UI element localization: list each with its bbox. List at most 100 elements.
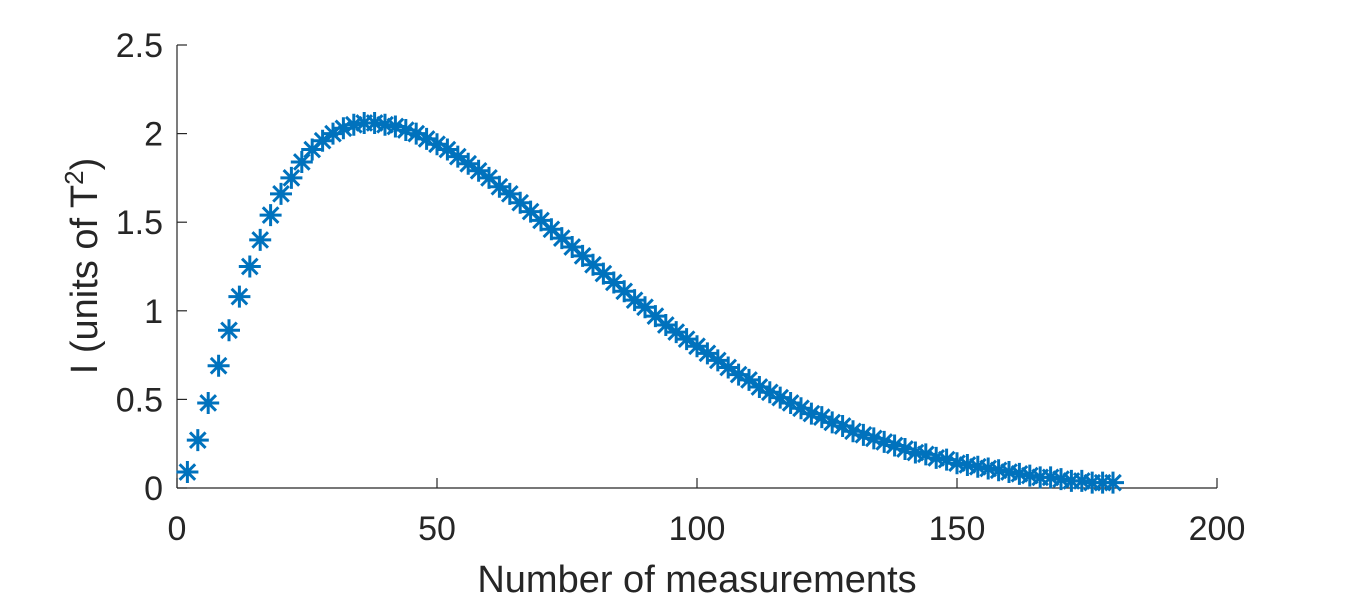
x-tick-label: 0 (168, 510, 187, 548)
x-tick-label: 100 (669, 510, 726, 548)
data-point-marker (654, 313, 677, 336)
data-point-marker (478, 166, 500, 189)
data-point-marker (1018, 464, 1041, 487)
data-point-marker (322, 122, 344, 145)
data-point-marker (634, 296, 656, 319)
y-tick-label: 2.5 (116, 27, 163, 65)
data-point-marker (831, 414, 854, 437)
data-point-marker (686, 335, 708, 358)
data-point-marker (363, 111, 386, 134)
data-point-marker (446, 145, 469, 168)
data-point-marker (727, 363, 750, 386)
data-point-marker (467, 159, 490, 182)
data-point-marker (238, 255, 261, 278)
data-point-marker (862, 427, 885, 450)
data-point-marker (540, 218, 563, 241)
data-point-marker (706, 349, 729, 372)
data-point-marker (384, 115, 407, 138)
data-point-marker (644, 305, 667, 328)
data-point-marker (883, 434, 906, 457)
data-point-marker (280, 166, 303, 189)
y-tick-label: 2 (144, 116, 163, 154)
data-point-marker (977, 457, 1000, 480)
data-point-marker (665, 321, 688, 344)
data-point-marker (696, 342, 719, 365)
data-point-marker (176, 461, 199, 484)
data-point-marker (1102, 471, 1124, 494)
data-point-marker (956, 453, 979, 476)
data-point-marker (675, 328, 698, 351)
data-point-marker (405, 122, 428, 145)
y-tick-label: 0 (144, 470, 163, 508)
data-point-marker (571, 244, 594, 267)
data-point-marker (582, 253, 604, 276)
data-point-marker (842, 420, 864, 443)
data-point-marker (394, 119, 417, 142)
x-tick-label: 50 (418, 510, 456, 548)
data-point-marker (1050, 468, 1072, 491)
y-axis-title: I (units of T2) (59, 158, 106, 375)
data-point-marker (498, 182, 521, 205)
y-axis-title-superscript: 2 (59, 170, 89, 184)
ticks-layer: 0 50 100 150 200 0 0.5 1 1.5 2 2.5 (116, 27, 1246, 548)
data-point-marker (186, 429, 209, 452)
data-point-marker (415, 127, 438, 150)
data-point-marker (218, 319, 240, 342)
data-point-marker (592, 262, 615, 285)
data-point-marker (914, 443, 937, 466)
data-point-marker (998, 461, 1020, 484)
data-point-marker (342, 113, 365, 136)
data-point-marker (561, 236, 584, 259)
data-point-marker (332, 117, 355, 140)
data-point-marker (946, 452, 968, 475)
data-point-marker (259, 204, 282, 227)
markers-layer (176, 111, 1124, 494)
data-point-marker (1070, 469, 1093, 492)
data-point-marker (530, 209, 552, 232)
data-point-marker (966, 455, 989, 478)
x-tick-label: 150 (929, 510, 986, 548)
data-point-marker (249, 228, 272, 251)
data-point-marker (519, 200, 542, 223)
data-point-marker (873, 430, 896, 453)
data-point-marker (623, 289, 646, 312)
data-point-marker (311, 129, 334, 152)
data-point-marker (1039, 466, 1062, 489)
data-point-marker (270, 182, 292, 205)
data-point-marker (509, 191, 532, 214)
data-point-marker (426, 133, 448, 156)
data-point-marker (550, 227, 573, 250)
data-point-marker (779, 391, 802, 414)
data-point-marker (301, 138, 324, 161)
data-point-marker (717, 356, 740, 379)
data-point-marker (374, 113, 396, 136)
data-point-marker (935, 448, 958, 471)
data-point-marker (207, 354, 230, 377)
data-point-marker (800, 402, 823, 425)
data-point-marker (197, 391, 220, 414)
data-point-marker (613, 280, 636, 303)
y-tick-label: 1 (144, 293, 163, 331)
data-point-marker (987, 459, 1010, 482)
data-point-marker (738, 368, 760, 391)
data-point-marker (810, 406, 833, 429)
y-tick-label: 0.5 (116, 381, 163, 419)
y-axis-title-suffix: ) (64, 158, 106, 171)
y-axis-title-prefix: I (units of T (64, 185, 106, 374)
data-point-marker (457, 152, 480, 175)
data-point-marker (894, 438, 916, 461)
data-point-marker (852, 423, 875, 446)
data-point-marker (228, 285, 251, 308)
data-point-marker (904, 441, 927, 464)
data-point-marker (1008, 462, 1031, 485)
data-point-marker (769, 386, 792, 409)
data-point-marker (488, 175, 511, 198)
data-point-marker (790, 397, 812, 420)
data-point-marker (925, 446, 948, 469)
data-point-marker (758, 381, 781, 404)
x-axis-title: Number of measurements (477, 559, 916, 601)
y-tick-label: 1.5 (116, 204, 163, 242)
data-point-marker (290, 150, 313, 173)
data-point-marker (602, 271, 625, 294)
